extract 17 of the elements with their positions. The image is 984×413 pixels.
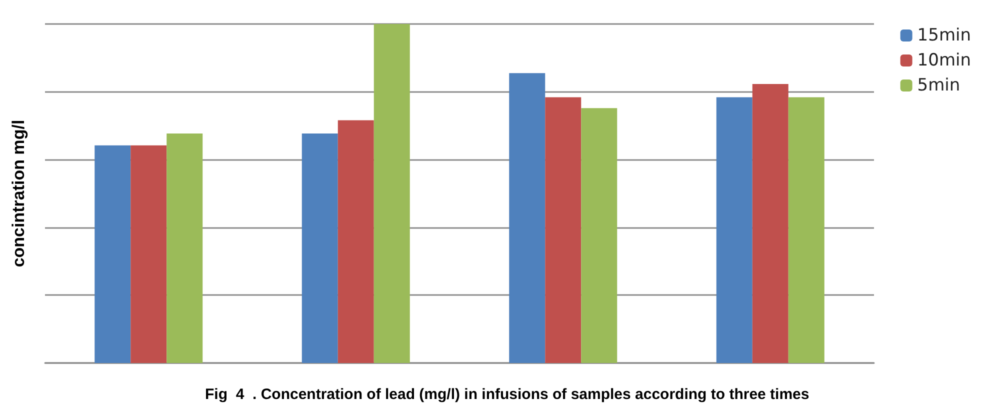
bar: [716, 97, 752, 363]
bar: [94, 145, 131, 363]
bar: [130, 145, 167, 363]
y-axis-title: concintration mg/l: [9, 120, 28, 268]
bar: [302, 133, 338, 363]
bar: [752, 84, 788, 363]
bar: [788, 97, 824, 363]
text: Fig 4 . Concentration of lead (mg/l) in infusions of samples according to three times: [205, 386, 810, 403]
bar: [545, 97, 582, 363]
bar: [581, 108, 618, 363]
legend-label: 5min: [917, 76, 960, 96]
legend-label: 10min: [917, 50, 972, 70]
bar: [509, 73, 546, 363]
bar: [338, 120, 374, 363]
legend-label: 15min: [917, 26, 972, 46]
bar: [166, 133, 203, 363]
bar: [374, 24, 410, 363]
